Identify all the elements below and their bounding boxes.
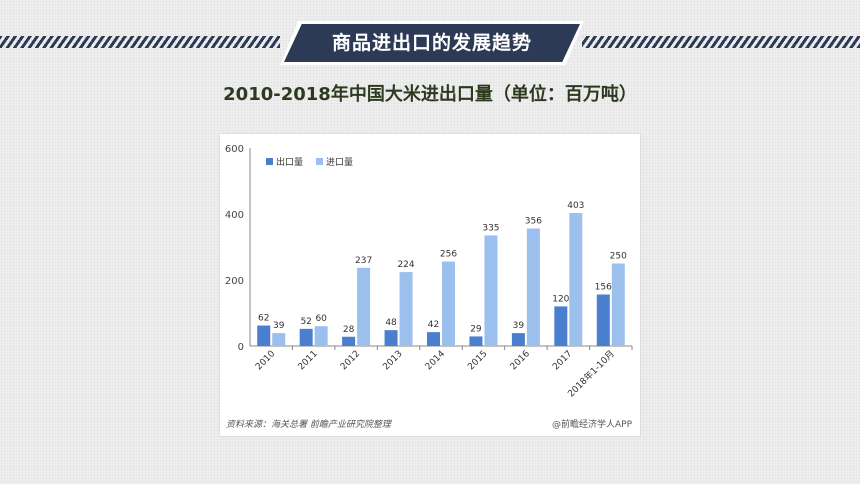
x-tick-label: 2016 bbox=[509, 349, 532, 372]
credit-note: @前瞻经济学人APP bbox=[551, 420, 632, 430]
source-note: 资料来源：海关总署 前瞻产业研究院整理 bbox=[226, 420, 391, 430]
bar-import bbox=[569, 213, 583, 346]
bar-export bbox=[511, 333, 525, 346]
title-banner bbox=[284, 24, 580, 62]
legend-label: 出口量 bbox=[276, 156, 303, 168]
data-label: 28 bbox=[343, 325, 355, 335]
bar-export bbox=[342, 336, 356, 346]
bar-import bbox=[526, 228, 540, 346]
data-label: 250 bbox=[610, 252, 627, 262]
legend-swatch bbox=[266, 158, 273, 165]
x-tick-label: 2014 bbox=[424, 349, 447, 372]
x-tick-label: 2017 bbox=[551, 349, 574, 372]
legend-swatch bbox=[316, 158, 323, 165]
x-tick-label: 2011 bbox=[297, 349, 320, 372]
bar-import bbox=[442, 261, 455, 346]
bar-import bbox=[399, 272, 413, 346]
data-label: 39 bbox=[513, 321, 525, 331]
bar-import bbox=[314, 326, 328, 346]
chart-card: 0 200 400 600 62 39 2010 52 60 2011 28 237 2012 48 224… bbox=[220, 134, 640, 436]
data-label: 156 bbox=[595, 283, 612, 293]
bar-import bbox=[484, 235, 498, 346]
bar-chart: 0 200 400 600 62 39 2010 52 60 2011 28 237 2012 48 224… bbox=[225, 144, 633, 399]
data-label: 39 bbox=[273, 321, 285, 331]
legend-label: 进口量 bbox=[326, 157, 353, 168]
bar-export bbox=[469, 336, 483, 346]
x-tick-label: 2010 bbox=[254, 349, 277, 372]
y-tick-label: 400 bbox=[225, 210, 244, 221]
banner-title: 商品进出口的发展趋势 bbox=[331, 32, 532, 54]
bar-export bbox=[427, 332, 440, 346]
data-label: 224 bbox=[397, 260, 414, 270]
y-tick-label: 0 bbox=[238, 342, 244, 353]
data-label: 29 bbox=[470, 324, 482, 334]
bar-import bbox=[357, 267, 371, 346]
data-label: 256 bbox=[440, 250, 457, 260]
x-tick-label: 2013 bbox=[381, 349, 404, 372]
data-label: 62 bbox=[258, 314, 269, 324]
bar-export bbox=[554, 306, 568, 346]
data-label: 60 bbox=[315, 314, 327, 324]
data-label: 356 bbox=[525, 217, 542, 227]
bar-export bbox=[257, 325, 271, 346]
x-tick-label: 2012 bbox=[339, 349, 362, 372]
header-stripe-right bbox=[582, 36, 860, 48]
data-label: 42 bbox=[428, 320, 439, 330]
data-label: 120 bbox=[552, 294, 569, 304]
x-tick-label: 2015 bbox=[466, 349, 489, 372]
data-label: 52 bbox=[300, 317, 311, 327]
data-label: 335 bbox=[482, 223, 499, 233]
y-tick-label: 200 bbox=[225, 276, 244, 287]
bar-export bbox=[596, 294, 610, 346]
data-label: 48 bbox=[385, 318, 397, 328]
bar-import bbox=[272, 333, 286, 346]
header-stripe-left bbox=[0, 36, 280, 48]
bar-export bbox=[299, 328, 313, 346]
bar-import bbox=[611, 263, 625, 346]
data-label: 403 bbox=[567, 201, 584, 211]
bar-export bbox=[384, 330, 398, 346]
chart-title: 2010-2018年中国大米进出口量（单位：百万吨） bbox=[223, 84, 637, 105]
y-tick-label: 600 bbox=[225, 144, 244, 155]
data-label: 237 bbox=[355, 256, 372, 266]
